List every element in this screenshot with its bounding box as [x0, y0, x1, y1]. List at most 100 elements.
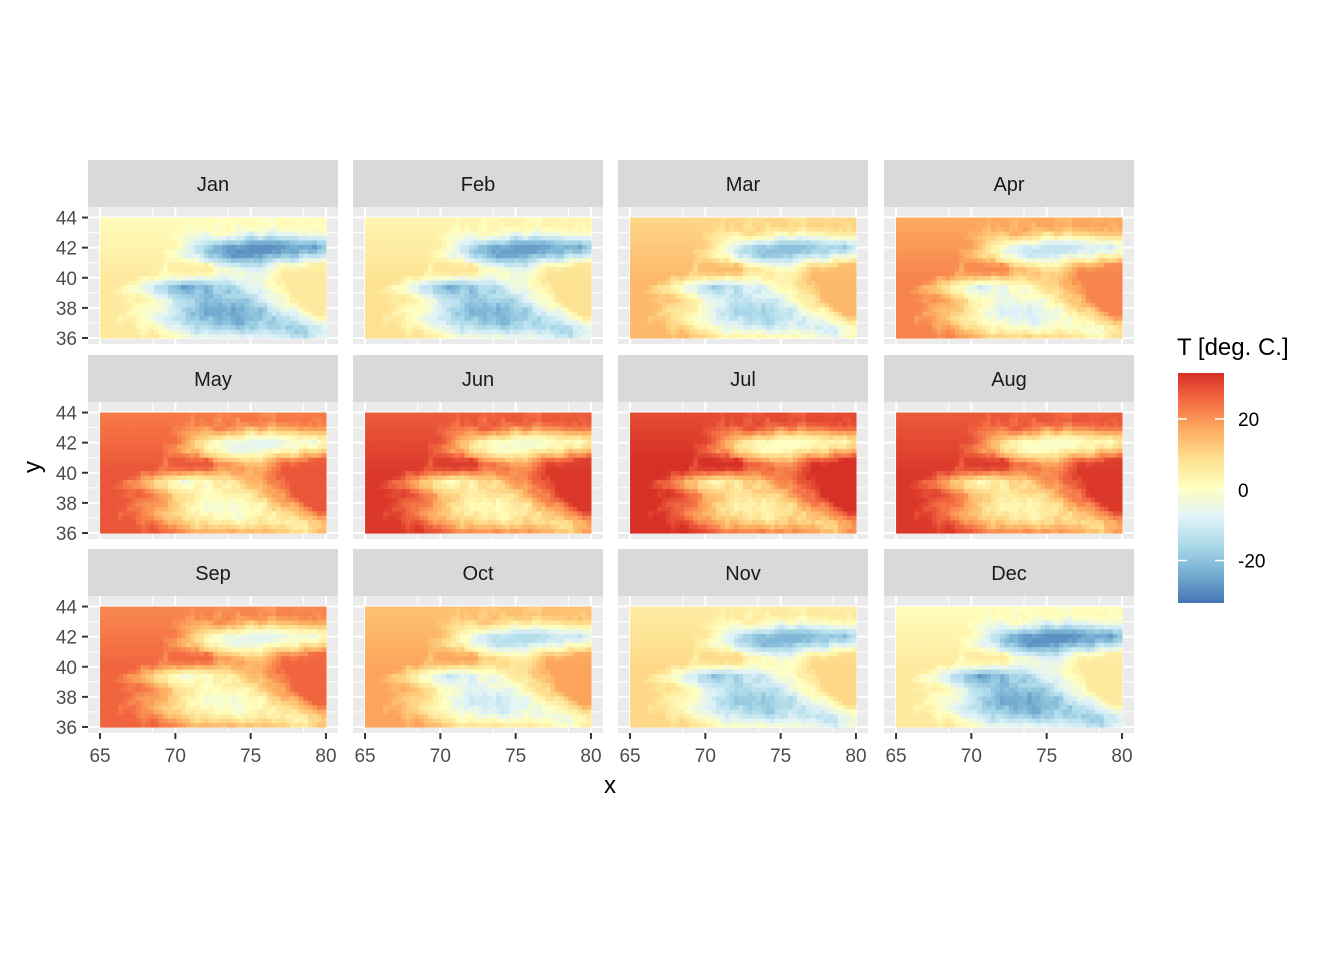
raster-cell	[1045, 266, 1051, 272]
raster-cell	[634, 306, 640, 312]
raster-cell	[441, 271, 447, 277]
raster-cell	[109, 239, 115, 245]
raster-cell	[136, 288, 142, 294]
raster-cell	[788, 271, 794, 277]
raster-cell	[851, 311, 857, 317]
raster-cell	[478, 271, 484, 277]
raster-cell	[559, 329, 565, 335]
raster-cell	[1040, 279, 1046, 286]
raster-cell	[392, 239, 398, 245]
raster-cell	[509, 235, 515, 241]
raster-cell	[127, 306, 133, 312]
raster-cell	[661, 266, 667, 272]
raster-cell	[1009, 333, 1015, 339]
raster-cell	[307, 320, 313, 326]
raster-cell	[131, 320, 137, 326]
raster-cell	[747, 244, 753, 250]
raster-cell	[1094, 279, 1100, 286]
raster-cell	[697, 253, 703, 259]
raster-cell	[788, 248, 794, 254]
raster-cell	[285, 315, 291, 321]
raster-cell	[936, 279, 942, 286]
raster-cell	[158, 239, 164, 245]
raster-cell	[936, 297, 942, 303]
raster-cell	[756, 239, 762, 245]
raster-cell	[724, 222, 731, 228]
raster-cell	[527, 315, 533, 321]
raster-cell	[688, 262, 694, 268]
raster-cell	[267, 253, 273, 259]
raster-cell	[720, 226, 726, 232]
raster-cell	[837, 288, 843, 294]
raster-cell	[289, 311, 295, 317]
raster-cell	[1004, 311, 1010, 317]
raster-cell	[581, 324, 588, 330]
raster-cell	[473, 279, 479, 286]
raster-cell	[581, 257, 588, 263]
raster-cell	[1009, 297, 1015, 303]
raster-cell	[285, 248, 291, 254]
raster-cell	[779, 239, 785, 245]
raster-cell	[779, 262, 785, 268]
raster-cell	[774, 284, 780, 290]
raster-cell	[706, 288, 712, 294]
raster-cell	[396, 333, 402, 339]
raster-cell	[666, 329, 672, 335]
raster-cell	[1063, 266, 1069, 272]
raster-cell	[706, 333, 712, 339]
raster-cell	[468, 333, 475, 339]
raster-cell	[226, 315, 232, 321]
raster-cell	[213, 222, 219, 228]
raster-cell	[846, 226, 853, 232]
raster-cell	[149, 226, 155, 232]
raster-cell	[131, 222, 137, 228]
raster-cell	[405, 329, 411, 335]
raster-cell	[810, 302, 816, 308]
raster-cell	[756, 244, 762, 250]
raster-cell	[648, 253, 654, 259]
raster-cell	[572, 222, 578, 228]
raster-cell	[244, 288, 250, 294]
raster-cell	[959, 262, 965, 268]
raster-cell	[482, 253, 488, 259]
raster-cell	[428, 311, 434, 317]
raster-cell	[432, 324, 438, 330]
raster-cell	[761, 311, 767, 317]
raster-cell	[779, 248, 785, 254]
raster-cell	[541, 333, 547, 339]
raster-cell	[837, 320, 843, 326]
raster-cell	[276, 226, 282, 232]
raster-cell	[285, 266, 291, 272]
raster-cell	[1049, 288, 1055, 294]
raster-cell	[697, 315, 703, 321]
raster-cell	[568, 244, 574, 250]
raster-cell	[936, 284, 942, 290]
raster-cell	[1054, 266, 1060, 272]
raster-cell	[568, 217, 574, 223]
raster-cell	[163, 266, 169, 272]
raster-cell	[1022, 333, 1028, 339]
raster-cell	[833, 239, 839, 245]
raster-cell	[163, 244, 169, 250]
raster-cell	[545, 315, 551, 321]
raster-cell	[131, 279, 137, 286]
raster-cell	[792, 235, 798, 241]
raster-cell	[846, 315, 853, 321]
raster-cell	[312, 248, 318, 254]
raster-cell	[401, 248, 407, 254]
raster-cell	[999, 302, 1006, 308]
raster-cell	[276, 288, 282, 294]
raster-cell	[491, 275, 497, 281]
raster-cell	[396, 257, 402, 263]
raster-cell	[577, 284, 583, 290]
raster-cell	[697, 239, 703, 245]
raster-cell	[468, 329, 475, 335]
raster-cell	[833, 244, 839, 250]
raster-cell	[837, 244, 843, 250]
raster-cell	[280, 293, 286, 299]
raster-cell	[909, 324, 915, 330]
raster-cell	[190, 217, 196, 223]
raster-cell	[720, 302, 726, 308]
raster-cell	[936, 333, 942, 339]
